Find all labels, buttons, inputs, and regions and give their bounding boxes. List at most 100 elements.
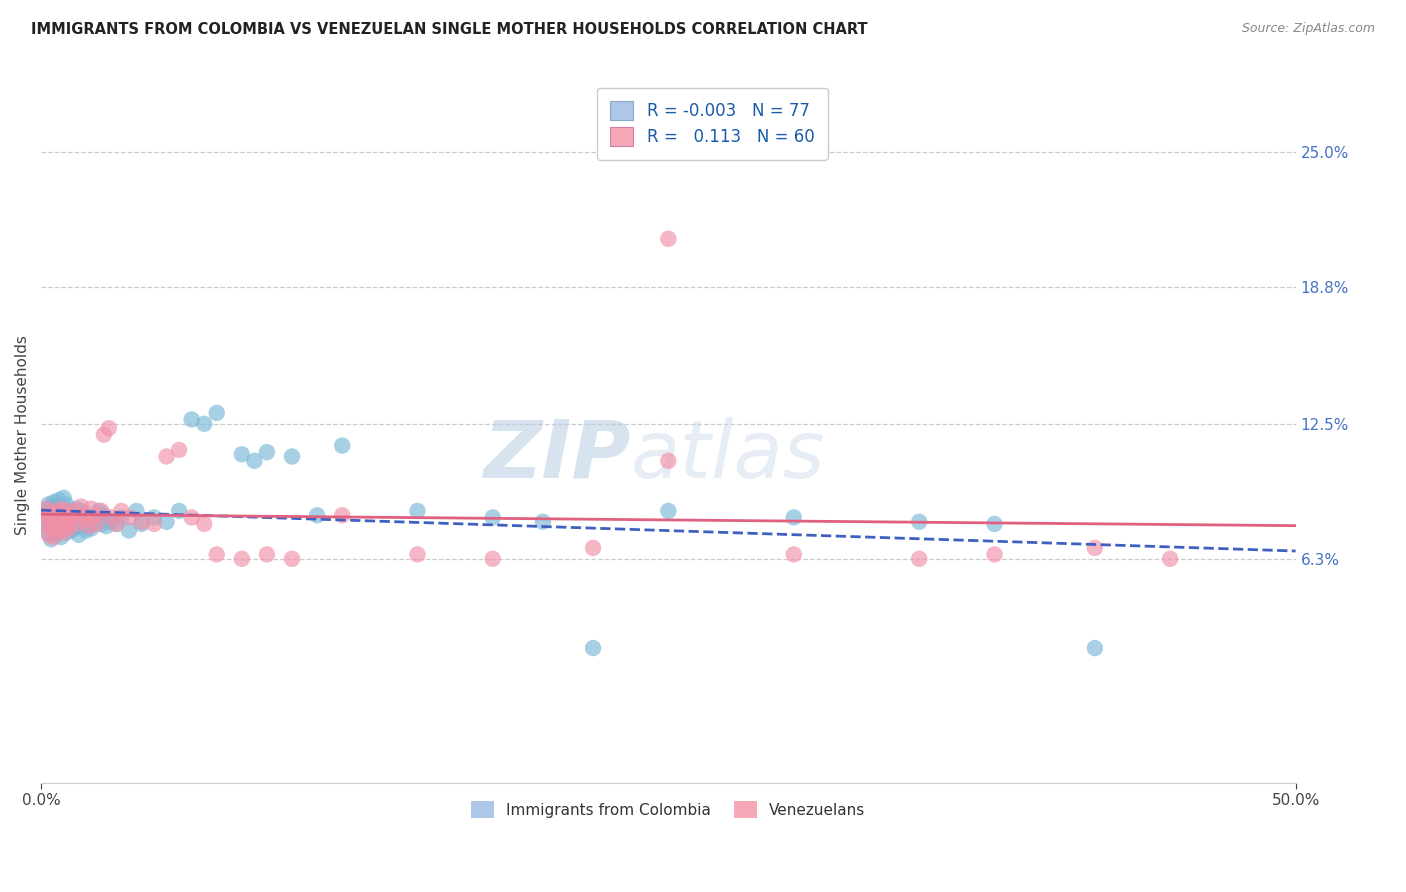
Point bbox=[118, 510, 141, 524]
Point bbox=[118, 524, 141, 538]
Point bbox=[180, 510, 202, 524]
Point bbox=[180, 412, 202, 426]
Point bbox=[243, 454, 266, 468]
Point bbox=[48, 508, 70, 523]
Point bbox=[83, 515, 105, 529]
Point bbox=[73, 515, 96, 529]
Point bbox=[60, 508, 83, 523]
Point bbox=[231, 551, 253, 566]
Point bbox=[77, 516, 100, 531]
Point bbox=[77, 519, 100, 533]
Point bbox=[84, 516, 107, 531]
Point bbox=[657, 454, 679, 468]
Point bbox=[75, 524, 97, 538]
Point bbox=[39, 516, 62, 531]
Point bbox=[110, 510, 132, 524]
Point bbox=[67, 528, 90, 542]
Point bbox=[38, 528, 60, 542]
Point bbox=[1084, 541, 1107, 555]
Point bbox=[105, 516, 128, 531]
Point bbox=[51, 501, 73, 516]
Point bbox=[193, 417, 215, 431]
Point bbox=[97, 421, 120, 435]
Point bbox=[45, 528, 67, 542]
Point bbox=[131, 516, 153, 531]
Point bbox=[908, 551, 931, 566]
Point bbox=[60, 524, 83, 538]
Point bbox=[42, 530, 65, 544]
Point bbox=[65, 516, 87, 531]
Point bbox=[42, 524, 65, 538]
Point bbox=[51, 530, 73, 544]
Point bbox=[657, 504, 679, 518]
Point bbox=[52, 525, 75, 540]
Point bbox=[35, 501, 58, 516]
Point bbox=[143, 516, 166, 531]
Point bbox=[45, 519, 67, 533]
Point bbox=[39, 506, 62, 520]
Point bbox=[73, 508, 96, 523]
Point bbox=[75, 513, 97, 527]
Point bbox=[55, 504, 77, 518]
Point bbox=[35, 504, 58, 518]
Point bbox=[281, 450, 304, 464]
Point bbox=[75, 508, 97, 523]
Point bbox=[783, 548, 806, 562]
Point bbox=[93, 508, 115, 523]
Point bbox=[582, 541, 605, 555]
Point bbox=[55, 519, 77, 533]
Point bbox=[67, 513, 90, 527]
Point bbox=[83, 510, 105, 524]
Point bbox=[87, 504, 110, 518]
Text: Source: ZipAtlas.com: Source: ZipAtlas.com bbox=[1241, 22, 1375, 36]
Point bbox=[307, 508, 329, 523]
Point bbox=[48, 524, 70, 538]
Point bbox=[531, 515, 554, 529]
Point bbox=[58, 515, 80, 529]
Point bbox=[70, 500, 93, 514]
Point bbox=[100, 515, 122, 529]
Point bbox=[60, 508, 83, 523]
Point bbox=[657, 232, 679, 246]
Point bbox=[281, 551, 304, 566]
Point bbox=[38, 513, 60, 527]
Point bbox=[256, 548, 278, 562]
Point bbox=[62, 506, 84, 520]
Point bbox=[32, 510, 55, 524]
Point bbox=[32, 516, 55, 531]
Point bbox=[38, 525, 60, 540]
Point bbox=[39, 532, 62, 546]
Point bbox=[67, 510, 90, 524]
Point bbox=[42, 510, 65, 524]
Y-axis label: Single Mother Households: Single Mother Households bbox=[15, 334, 30, 534]
Point bbox=[45, 500, 67, 514]
Point bbox=[80, 521, 103, 535]
Point bbox=[983, 516, 1005, 531]
Point bbox=[80, 501, 103, 516]
Point bbox=[205, 406, 228, 420]
Point bbox=[205, 548, 228, 562]
Point bbox=[52, 506, 75, 520]
Text: atlas: atlas bbox=[631, 417, 825, 494]
Point bbox=[48, 521, 70, 535]
Legend: Immigrants from Colombia, Venezuelans: Immigrants from Colombia, Venezuelans bbox=[465, 796, 872, 824]
Point bbox=[70, 519, 93, 533]
Point bbox=[52, 510, 75, 524]
Point bbox=[481, 551, 503, 566]
Point bbox=[84, 510, 107, 524]
Point bbox=[48, 508, 70, 523]
Point bbox=[155, 515, 177, 529]
Point bbox=[983, 548, 1005, 562]
Point bbox=[167, 504, 190, 518]
Point bbox=[51, 501, 73, 516]
Point bbox=[39, 504, 62, 518]
Point bbox=[406, 504, 429, 518]
Point bbox=[70, 504, 93, 518]
Point bbox=[193, 516, 215, 531]
Text: ZIP: ZIP bbox=[484, 417, 631, 494]
Point bbox=[38, 515, 60, 529]
Point bbox=[1084, 641, 1107, 656]
Point bbox=[90, 504, 112, 518]
Point bbox=[256, 445, 278, 459]
Point bbox=[45, 513, 67, 527]
